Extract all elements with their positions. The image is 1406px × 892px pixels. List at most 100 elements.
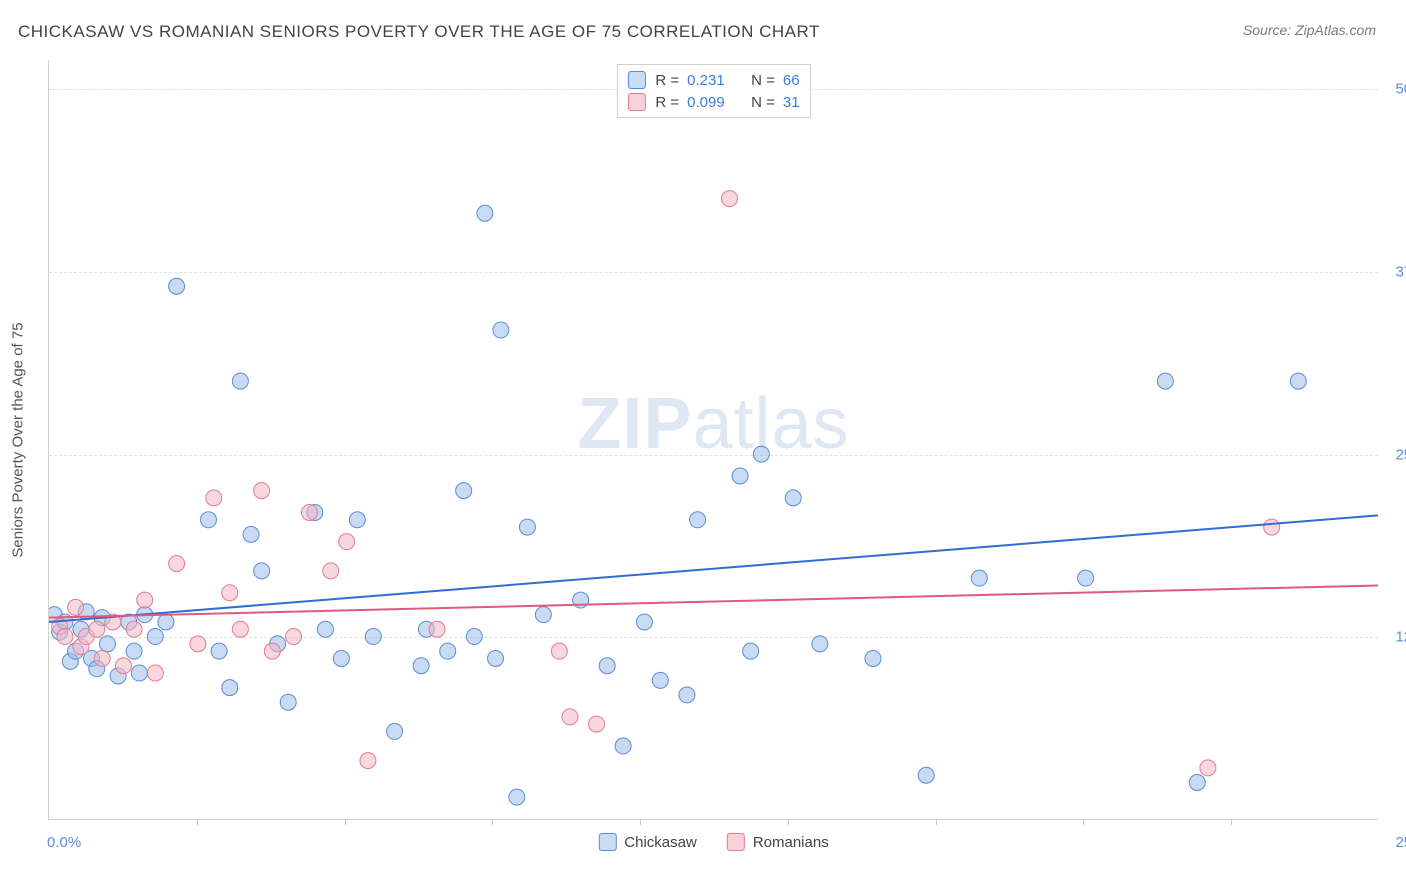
x-tick — [1083, 819, 1084, 825]
chart-svg — [49, 60, 1378, 819]
legend-row: R = 0.099 N = 31 — [627, 91, 799, 113]
data-point — [301, 504, 317, 520]
n-label: N = — [751, 94, 775, 111]
r-value: 0.099 — [687, 94, 735, 111]
chart-title: CHICKASAW VS ROMANIAN SENIORS POVERTY OV… — [18, 22, 820, 42]
r-value: 0.231 — [687, 72, 735, 89]
series-legend: Chickasaw Romanians — [598, 833, 828, 851]
data-point — [190, 636, 206, 652]
source-attribution: Source: ZipAtlas.com — [1243, 22, 1376, 38]
data-point — [971, 570, 987, 586]
x-tick — [345, 819, 346, 825]
x-tick — [640, 819, 641, 825]
data-point — [333, 650, 349, 666]
data-point — [222, 680, 238, 696]
data-point — [519, 519, 535, 535]
data-point — [254, 483, 270, 499]
data-point — [785, 490, 801, 506]
data-point — [535, 607, 551, 623]
data-point — [169, 278, 185, 294]
data-point — [99, 636, 115, 652]
data-point — [126, 621, 142, 637]
x-axis-max-label: 25.0% — [1395, 834, 1406, 851]
data-point — [137, 592, 153, 608]
data-point — [488, 650, 504, 666]
r-label: R = — [655, 94, 679, 111]
data-point — [387, 723, 403, 739]
y-tick-label: 12.5% — [1395, 629, 1406, 646]
data-point — [1290, 373, 1306, 389]
plot-container: Seniors Poverty Over the Age of 75 ZIPat… — [48, 60, 1378, 820]
legend-label: Chickasaw — [624, 834, 697, 851]
data-point — [200, 512, 216, 528]
data-point — [317, 621, 333, 637]
data-point — [493, 322, 509, 338]
legend-swatch — [598, 833, 616, 851]
legend-item: Romanians — [727, 833, 829, 851]
legend-label: Romanians — [753, 834, 829, 851]
data-point — [169, 556, 185, 572]
data-point — [286, 629, 302, 645]
n-label: N = — [751, 72, 775, 89]
data-point — [690, 512, 706, 528]
legend-swatch — [727, 833, 745, 851]
data-point — [323, 563, 339, 579]
data-point — [413, 658, 429, 674]
data-point — [94, 650, 110, 666]
y-tick-label: 50.0% — [1395, 81, 1406, 98]
data-point — [232, 373, 248, 389]
data-point — [753, 446, 769, 462]
data-point — [68, 599, 84, 615]
data-point — [918, 767, 934, 783]
data-point — [89, 621, 105, 637]
data-point — [147, 629, 163, 645]
data-point — [147, 665, 163, 681]
data-point — [264, 643, 280, 659]
legend-item: Chickasaw — [598, 833, 697, 851]
x-tick — [1231, 819, 1232, 825]
n-value: 66 — [783, 72, 800, 89]
data-point — [1189, 775, 1205, 791]
x-tick — [492, 819, 493, 825]
data-point — [812, 636, 828, 652]
n-value: 31 — [783, 94, 800, 111]
data-point — [652, 672, 668, 688]
data-point — [599, 658, 615, 674]
x-axis-min-label: 0.0% — [47, 834, 81, 851]
y-tick-label: 25.0% — [1395, 446, 1406, 463]
data-point — [339, 534, 355, 550]
data-point — [429, 621, 445, 637]
data-point — [243, 526, 259, 542]
data-point — [440, 643, 456, 659]
data-point — [477, 205, 493, 221]
data-point — [349, 512, 365, 528]
x-tick — [197, 819, 198, 825]
data-point — [206, 490, 222, 506]
data-point — [679, 687, 695, 703]
r-label: R = — [655, 72, 679, 89]
data-point — [551, 643, 567, 659]
data-point — [360, 753, 376, 769]
data-point — [509, 789, 525, 805]
plot-area: ZIPatlas R =0.231N =66R =0.099N =31 0.0%… — [48, 60, 1378, 820]
x-tick — [936, 819, 937, 825]
x-tick — [788, 819, 789, 825]
data-point — [636, 614, 652, 630]
data-point — [126, 643, 142, 659]
data-point — [211, 643, 227, 659]
y-tick-label: 37.5% — [1395, 263, 1406, 280]
data-point — [615, 738, 631, 754]
data-point — [1078, 570, 1094, 586]
data-point — [280, 694, 296, 710]
data-point — [1157, 373, 1173, 389]
data-point — [131, 665, 147, 681]
data-point — [232, 621, 248, 637]
data-point — [466, 629, 482, 645]
data-point — [1200, 760, 1216, 776]
y-axis-label: Seniors Poverty Over the Age of 75 — [10, 322, 27, 557]
data-point — [562, 709, 578, 725]
data-point — [732, 468, 748, 484]
data-point — [158, 614, 174, 630]
data-point — [57, 629, 73, 645]
data-point — [589, 716, 605, 732]
